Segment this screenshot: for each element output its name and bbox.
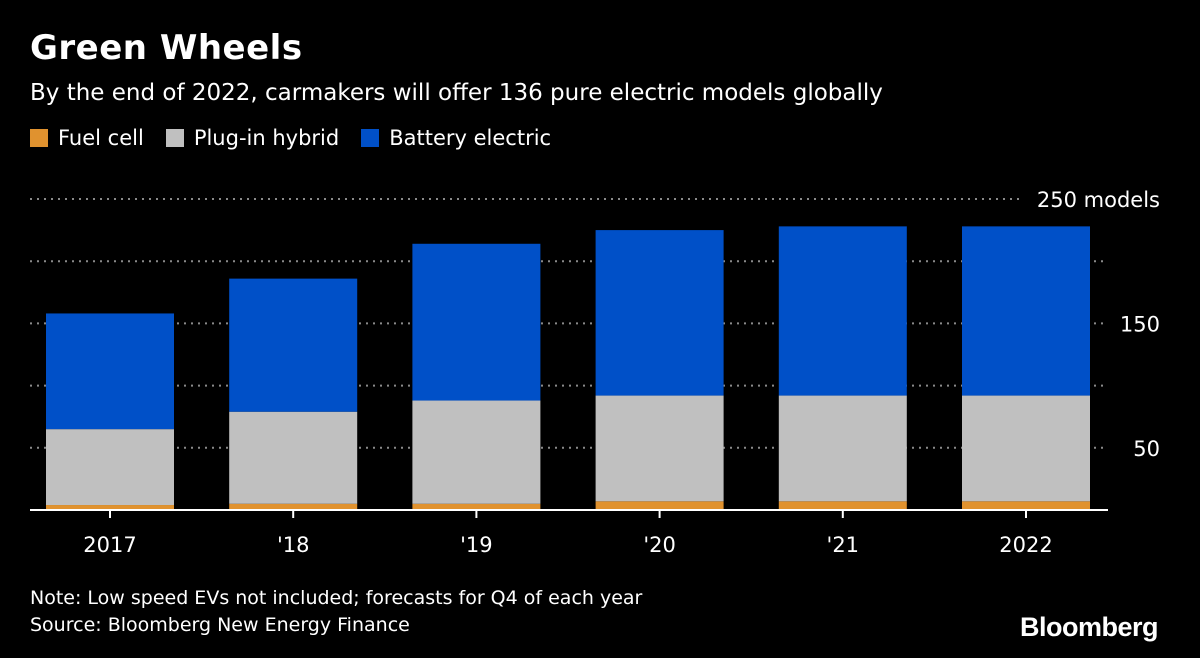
- legend-item-fuel-cell: Fuel cell: [30, 126, 144, 150]
- x-tick-label: 2022: [999, 533, 1052, 557]
- bar-fuel-cell: [595, 501, 724, 510]
- footer-note: Note: Low speed EVs not included; foreca…: [30, 587, 643, 609]
- legend-swatch-fuel-cell: [30, 129, 48, 147]
- bar-battery-electric: [46, 313, 174, 430]
- bar-battery-electric: [229, 278, 358, 412]
- legend-swatch-battery-electric: [361, 129, 380, 147]
- chart-subtitle: By the end of 2022, carmakers will offer…: [30, 80, 883, 106]
- footer-source: Source: Bloomberg New Energy Finance: [30, 614, 410, 636]
- legend-label-fuel-cell: Fuel cell: [58, 126, 144, 150]
- bar-fuel-cell: [229, 503, 358, 510]
- bar-plug-in-hybrid: [229, 411, 358, 504]
- bar-battery-electric: [595, 230, 724, 396]
- x-tick-label: '19: [460, 533, 493, 557]
- bar-fuel-cell: [46, 505, 174, 510]
- legend-label-battery-electric: Battery electric: [389, 126, 552, 150]
- x-tick-label: '21: [827, 533, 860, 557]
- y-tick-label: 50: [1133, 437, 1160, 461]
- chart-title: Green Wheels: [30, 28, 303, 68]
- stacked-bar-chart: 50 150 250 models 2017 '18 '19 '20 '21 2022: [30, 188, 1160, 557]
- bar-plug-in-hybrid: [46, 429, 174, 506]
- bar-battery-electric: [778, 226, 907, 396]
- x-tick-label: 2017: [83, 533, 136, 557]
- x-tick-label: '18: [277, 533, 310, 557]
- bar-fuel-cell: [778, 501, 907, 510]
- x-tick-label: '20: [643, 533, 676, 557]
- legend-item-plug-in-hybrid: Plug-in hybrid: [165, 126, 340, 150]
- bar-plug-in-hybrid: [595, 395, 724, 502]
- legend-swatch-plug-in-hybrid: [165, 129, 184, 147]
- y-tick-label: 250 models: [1037, 188, 1160, 212]
- legend-item-battery-electric: Battery electric: [361, 126, 551, 150]
- legend: Fuel cell Plug-in hybrid Battery electri…: [30, 126, 573, 150]
- bar-fuel-cell: [412, 503, 541, 510]
- legend-label-plug-in-hybrid: Plug-in hybrid: [193, 126, 340, 150]
- bar-battery-electric: [412, 243, 541, 401]
- bar-plug-in-hybrid: [412, 400, 541, 504]
- bar-plug-in-hybrid: [962, 395, 1090, 502]
- bar-fuel-cell: [962, 501, 1090, 510]
- y-tick-label: 150: [1120, 312, 1160, 336]
- bloomberg-logo: Bloomberg: [1019, 612, 1159, 642]
- bar-battery-electric: [962, 226, 1090, 396]
- bar-plug-in-hybrid: [778, 395, 907, 502]
